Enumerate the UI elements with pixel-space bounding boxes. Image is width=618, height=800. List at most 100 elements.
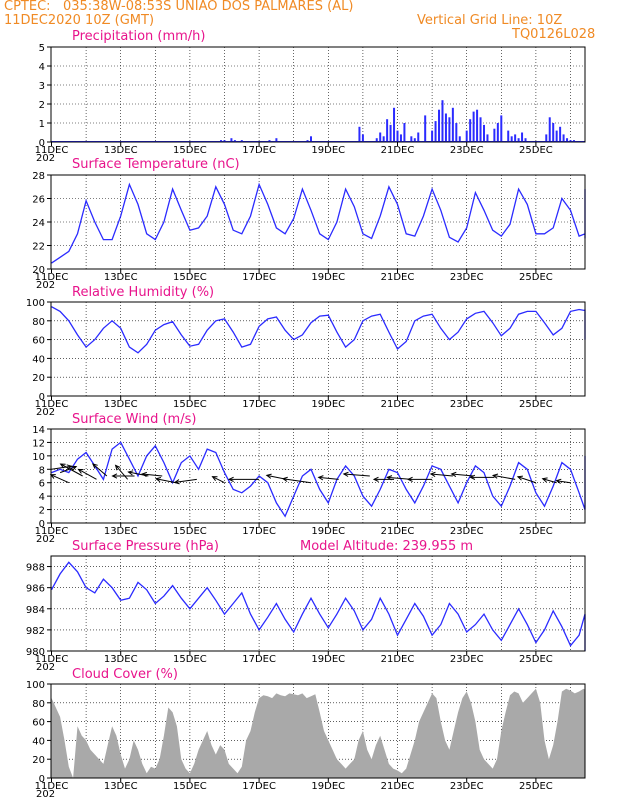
wind-vector bbox=[212, 476, 225, 484]
header-model-code: TQ0126L028 bbox=[512, 27, 596, 42]
cloud-xtick-label: 25DEC bbox=[519, 781, 553, 792]
humidity-year-stub: 202 bbox=[36, 407, 55, 418]
wind-vector-head bbox=[173, 479, 180, 485]
precipitation-bar bbox=[458, 136, 461, 142]
precipitation-bar bbox=[469, 119, 472, 142]
precipitation-bar bbox=[496, 123, 499, 142]
wind-vector-head bbox=[372, 476, 379, 482]
pressure-xtick-label: 17DEC bbox=[242, 654, 276, 665]
cloud-xtick-label: 21DEC bbox=[381, 781, 415, 792]
humidity-ytick-label: 80 bbox=[32, 317, 45, 328]
precipitation-bar bbox=[399, 134, 402, 142]
precipitation-bar bbox=[361, 134, 364, 142]
wind-vector-head bbox=[386, 475, 393, 481]
cloud-ytick-label: 80 bbox=[32, 699, 45, 710]
humidity-ytick-label: 0 bbox=[39, 392, 45, 403]
wind-year-stub: 202 bbox=[36, 534, 55, 545]
wind-vector-head bbox=[127, 470, 134, 476]
cloud-ytick-label: 40 bbox=[32, 736, 45, 747]
wind-vector bbox=[451, 473, 474, 477]
wind-ytick-label: 2 bbox=[39, 506, 45, 517]
wind-vector-head bbox=[141, 471, 148, 478]
humidity-ytick-label: 40 bbox=[32, 354, 45, 365]
precipitation-xtick-label: 19DEC bbox=[311, 145, 345, 156]
cloud-xtick-label: 19DEC bbox=[311, 781, 345, 792]
precipitation-xtick-label: 23DEC bbox=[450, 145, 484, 156]
wind-vector-head bbox=[406, 476, 413, 482]
wind-vector bbox=[493, 474, 516, 480]
wind-panel: Surface Wind (m/s) 0 2 4 6 8 10 12 14 11DEC 13DEC 1… bbox=[32, 412, 586, 545]
precipitation-bar bbox=[417, 132, 420, 142]
wind-ytick-label: 14 bbox=[32, 425, 45, 436]
precipitation-xtick-label: 15DEC bbox=[173, 145, 207, 156]
wind-vector-head bbox=[71, 465, 78, 471]
precipitation-bar bbox=[413, 138, 416, 142]
precipitation-bar bbox=[510, 136, 513, 142]
temperature-ytick-label: 22 bbox=[32, 242, 45, 253]
wind-vector bbox=[282, 478, 312, 484]
humidity-title: Relative Humidity (%) bbox=[72, 285, 214, 300]
precipitation-year-stub: 202 bbox=[36, 153, 55, 164]
pressure-ytick-label: 986 bbox=[26, 584, 45, 595]
precipitation-bar bbox=[517, 138, 520, 142]
temperature-series-line bbox=[51, 182, 586, 264]
wind-xtick-label: 25DEC bbox=[519, 526, 553, 537]
precipitation-bar bbox=[382, 136, 385, 142]
temperature-ytick-label: 28 bbox=[32, 171, 45, 182]
temperature-ytick-label: 20 bbox=[32, 265, 45, 276]
cloud-xtick-label: 11DEC bbox=[35, 781, 69, 792]
wind-xtick-label: 23DEC bbox=[450, 526, 484, 537]
wind-vector-head bbox=[281, 476, 288, 482]
precipitation-xtick-label: 13DEC bbox=[104, 145, 138, 156]
cloud-ytick-label: 60 bbox=[32, 718, 45, 729]
temperature-xtick-label: 19DEC bbox=[311, 272, 345, 283]
wind-vector-head bbox=[114, 464, 121, 471]
temperature-xtick-label: 13DEC bbox=[104, 272, 138, 283]
wind-vector-head bbox=[342, 471, 349, 477]
precipitation-bar bbox=[375, 138, 378, 142]
wind-vector-head bbox=[450, 471, 457, 478]
cloud-frame bbox=[50, 683, 586, 779]
header-location: 035:38W-08:53S UNIAO DOS PALMARES (AL) bbox=[62, 0, 354, 14]
pressure-ytick-label: 988 bbox=[26, 563, 45, 574]
wind-vector-head bbox=[491, 473, 499, 479]
pressure-ytick-label: 984 bbox=[26, 605, 45, 616]
precipitation-bar bbox=[465, 130, 468, 142]
precipitation-bar bbox=[431, 130, 434, 142]
precipitation-bar bbox=[438, 109, 441, 142]
precipitation-bar bbox=[521, 132, 524, 142]
wind-xtick-label: 19DEC bbox=[311, 526, 345, 537]
humidity-xtick-label: 11DEC bbox=[35, 399, 69, 410]
wind-vector-head bbox=[92, 463, 98, 469]
wind-xtick-label: 21DEC bbox=[381, 526, 415, 537]
cloud-ytick-label: 0 bbox=[39, 774, 45, 785]
wind-vector bbox=[59, 466, 77, 474]
wind-vector bbox=[517, 476, 537, 484]
temperature-xtick-label: 25DEC bbox=[519, 272, 553, 283]
temperature-year-stub: 202 bbox=[36, 280, 55, 291]
cloud-xtick-label: 23DEC bbox=[450, 781, 484, 792]
pressure-ytick-label: 982 bbox=[26, 626, 45, 637]
pressure-xtick-label: 21DEC bbox=[381, 654, 415, 665]
precipitation-bar bbox=[389, 124, 392, 142]
precipitation-ytick-label: 0 bbox=[39, 138, 45, 149]
pressure-year-stub: 202 bbox=[36, 662, 55, 673]
precipitation-bar bbox=[507, 130, 510, 142]
humidity-ytick-label: 100 bbox=[26, 298, 45, 309]
pressure-title: Surface Pressure (hPa) bbox=[72, 539, 219, 554]
wind-xtick-label: 11DEC bbox=[35, 526, 69, 537]
humidity-xtick-label: 21DEC bbox=[381, 399, 415, 410]
cloud-panel: Cloud Cover (%) 0 20 40 60 80 100 11DEC 13DEC 15D… bbox=[26, 667, 586, 800]
temperature-frame bbox=[50, 174, 586, 270]
temperature-title: Surface Temperature (nC) bbox=[72, 157, 240, 172]
temperature-xtick-label: 21DEC bbox=[381, 272, 415, 283]
precipitation-bar bbox=[230, 138, 233, 142]
precipitation-bar bbox=[524, 138, 527, 142]
pressure-xtick-label: 13DEC bbox=[104, 654, 138, 665]
pressure-series-line bbox=[50, 561, 586, 651]
wind-xtick-label: 17DEC bbox=[242, 526, 276, 537]
precipitation-bar bbox=[444, 113, 447, 142]
wind-vector-head bbox=[59, 463, 66, 469]
wind-vector-head bbox=[111, 473, 118, 479]
wind-vector bbox=[387, 476, 412, 480]
